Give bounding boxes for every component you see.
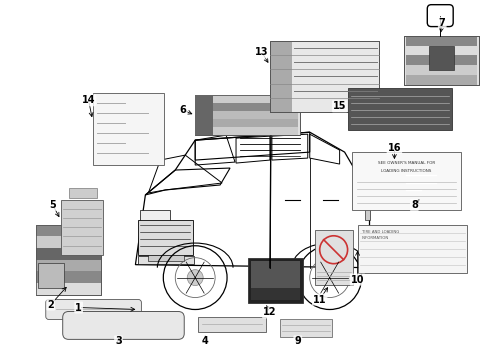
Text: INFORMATION: INFORMATION <box>361 236 388 240</box>
Bar <box>404 36 478 85</box>
Bar <box>357 225 466 273</box>
Bar <box>36 271 101 283</box>
Bar <box>36 225 101 237</box>
Circle shape <box>321 270 337 285</box>
Text: 4: 4 <box>202 336 208 346</box>
Bar <box>138 220 193 255</box>
Bar <box>195 95 299 135</box>
Bar <box>404 36 478 85</box>
Bar <box>269 41 379 112</box>
Bar <box>36 283 101 294</box>
Text: 15: 15 <box>332 101 346 111</box>
Text: 12: 12 <box>263 307 276 318</box>
Text: 6: 6 <box>180 105 186 115</box>
Bar <box>197 127 297 135</box>
Bar <box>197 103 297 111</box>
Text: SEE OWNER'S MANUAL FOR: SEE OWNER'S MANUAL FOR <box>377 161 434 165</box>
Text: 1: 1 <box>75 302 82 312</box>
Bar <box>250 261 299 288</box>
Text: 11: 11 <box>312 294 326 305</box>
Text: TIRE AND LOADING: TIRE AND LOADING <box>361 230 398 234</box>
Bar <box>250 288 299 300</box>
Bar <box>68 188 96 198</box>
FancyBboxPatch shape <box>46 300 141 319</box>
Text: 8: 8 <box>410 200 417 210</box>
Bar <box>269 41 379 112</box>
Bar <box>195 95 213 135</box>
Bar <box>428 45 453 71</box>
Bar <box>198 318 265 332</box>
Bar <box>36 237 101 248</box>
FancyBboxPatch shape <box>62 311 184 339</box>
Text: 10: 10 <box>350 275 364 285</box>
Bar <box>314 230 352 285</box>
Bar <box>279 319 331 337</box>
Bar <box>197 119 297 127</box>
Text: 16: 16 <box>387 143 400 153</box>
Bar <box>36 225 101 294</box>
Bar <box>36 260 101 271</box>
Text: 9: 9 <box>294 336 301 346</box>
Bar <box>195 95 299 135</box>
Bar <box>406 45 476 55</box>
Bar <box>406 75 476 85</box>
Bar <box>406 55 476 66</box>
Bar <box>61 200 102 255</box>
Bar <box>197 95 297 103</box>
Bar <box>38 263 63 288</box>
Bar <box>36 225 101 294</box>
Bar <box>406 66 476 75</box>
Bar <box>406 36 476 45</box>
Bar <box>351 152 460 210</box>
Text: 14: 14 <box>81 95 95 105</box>
Bar <box>269 41 291 112</box>
Bar <box>148 255 184 261</box>
Bar <box>140 210 170 220</box>
Text: 13: 13 <box>255 48 268 58</box>
Text: LOADING INSTRUCTIONS: LOADING INSTRUCTIONS <box>381 169 431 173</box>
Bar <box>197 111 297 119</box>
Text: 7: 7 <box>438 18 445 28</box>
Text: 5: 5 <box>49 200 56 210</box>
Bar <box>247 258 302 302</box>
Bar <box>138 256 194 264</box>
Text: 3: 3 <box>115 336 122 346</box>
Text: 2: 2 <box>47 300 54 310</box>
Bar <box>364 200 369 220</box>
Bar <box>92 93 164 165</box>
Bar <box>36 248 101 260</box>
Bar <box>402 165 439 197</box>
Circle shape <box>187 270 203 285</box>
Bar <box>347 88 451 130</box>
